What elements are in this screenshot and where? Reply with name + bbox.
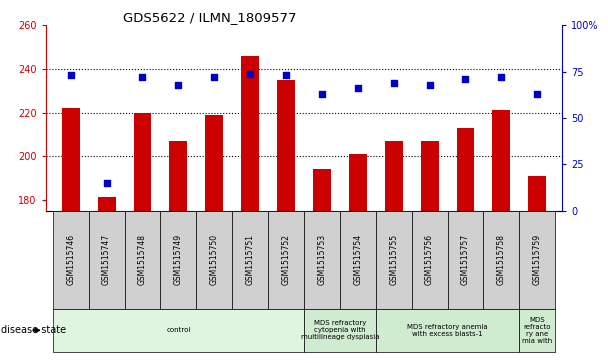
Point	[533, 91, 542, 97]
Text: GSM1515751: GSM1515751	[246, 234, 255, 285]
Bar	[161, 211, 196, 309]
Text: GSM1515758: GSM1515758	[497, 234, 506, 285]
Bar	[385, 141, 402, 211]
Bar	[232, 211, 268, 309]
Point	[497, 74, 506, 80]
Point	[102, 180, 111, 186]
Bar	[89, 211, 125, 309]
Text: GSM1515750: GSM1515750	[210, 234, 219, 285]
Bar	[268, 211, 304, 309]
Text: GSM1515756: GSM1515756	[425, 234, 434, 285]
Bar	[457, 128, 474, 211]
Point	[173, 82, 183, 87]
Bar	[62, 108, 80, 211]
Bar	[170, 141, 187, 211]
Bar	[340, 211, 376, 309]
Text: control: control	[166, 327, 190, 333]
Bar	[447, 211, 483, 309]
Point	[389, 80, 399, 86]
Text: disease state: disease state	[1, 325, 66, 335]
Bar	[492, 110, 510, 211]
Text: GSM1515755: GSM1515755	[389, 234, 398, 285]
Text: GSM1515747: GSM1515747	[102, 234, 111, 285]
Text: GSM1515757: GSM1515757	[461, 234, 470, 285]
Text: MDS refractory anemia
with excess blasts-1: MDS refractory anemia with excess blasts…	[407, 324, 488, 337]
Text: GSM1515746: GSM1515746	[66, 234, 75, 285]
Bar	[519, 211, 555, 309]
Bar	[53, 309, 304, 352]
Point	[461, 76, 471, 82]
Point	[245, 71, 255, 77]
Text: MDS
refracto
ry ane
mia with: MDS refracto ry ane mia with	[522, 317, 553, 344]
Text: GSM1515753: GSM1515753	[317, 234, 326, 285]
Text: GSM1515759: GSM1515759	[533, 234, 542, 285]
Text: GSM1515748: GSM1515748	[138, 234, 147, 285]
Bar	[483, 211, 519, 309]
Bar	[53, 211, 89, 309]
Bar	[376, 211, 412, 309]
Bar	[349, 154, 367, 211]
Text: GDS5622 / ILMN_1809577: GDS5622 / ILMN_1809577	[123, 11, 297, 24]
Bar	[206, 115, 223, 211]
Point	[137, 74, 147, 80]
Bar	[134, 113, 151, 211]
Bar	[196, 211, 232, 309]
Point	[281, 73, 291, 78]
Text: GSM1515752: GSM1515752	[282, 234, 291, 285]
Bar	[125, 211, 161, 309]
Bar	[98, 197, 116, 211]
Bar	[519, 309, 555, 352]
Point	[353, 85, 363, 91]
Point	[425, 82, 435, 87]
Point	[66, 73, 75, 78]
Point	[209, 74, 219, 80]
Bar	[304, 309, 376, 352]
Bar	[241, 56, 259, 211]
Text: GSM1515754: GSM1515754	[353, 234, 362, 285]
Bar	[412, 211, 447, 309]
Bar	[277, 80, 295, 211]
Bar	[528, 176, 546, 211]
Text: MDS refractory
cytopenia with
multilineage dysplasia: MDS refractory cytopenia with multilinea…	[300, 320, 379, 340]
Bar	[421, 141, 438, 211]
Bar	[313, 169, 331, 211]
Point	[317, 91, 327, 97]
Bar	[304, 211, 340, 309]
Bar	[376, 309, 519, 352]
Text: GSM1515749: GSM1515749	[174, 234, 183, 285]
